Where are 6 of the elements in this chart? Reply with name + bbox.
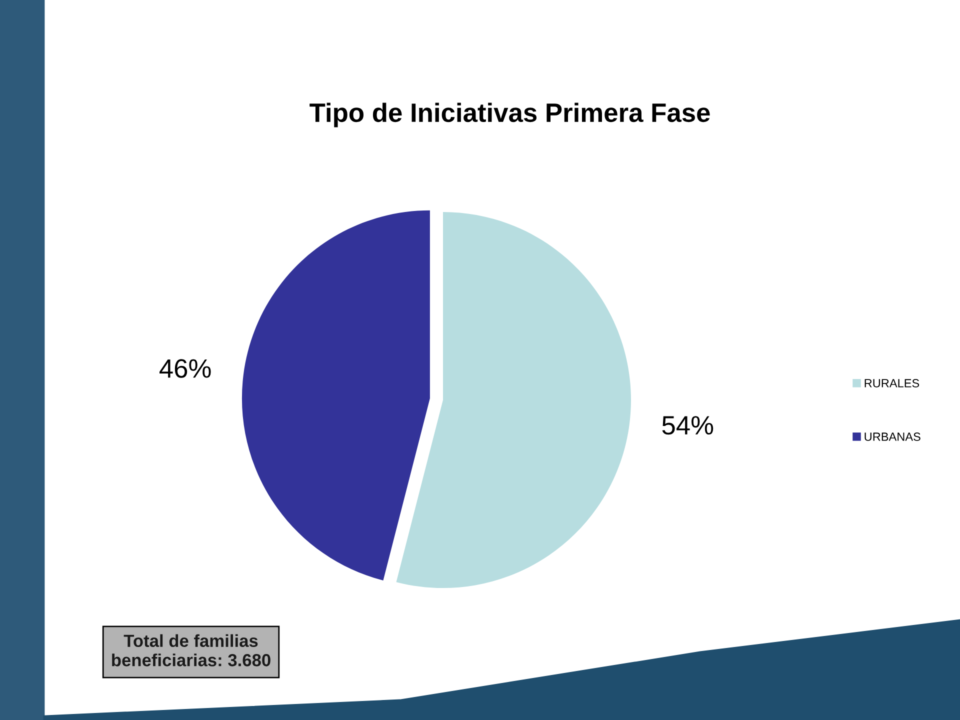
- data-label: 54%: [662, 416, 714, 435]
- legend-label: RURALES: [864, 379, 920, 388]
- data-label: 46%: [160, 359, 211, 378]
- text: Total de familias beneficiarias: 3.680: [112, 634, 270, 666]
- chart-title: Tipo de Iniciativas Primera Fase: [310, 102, 710, 128]
- legend-label: URBANAS: [864, 432, 920, 441]
